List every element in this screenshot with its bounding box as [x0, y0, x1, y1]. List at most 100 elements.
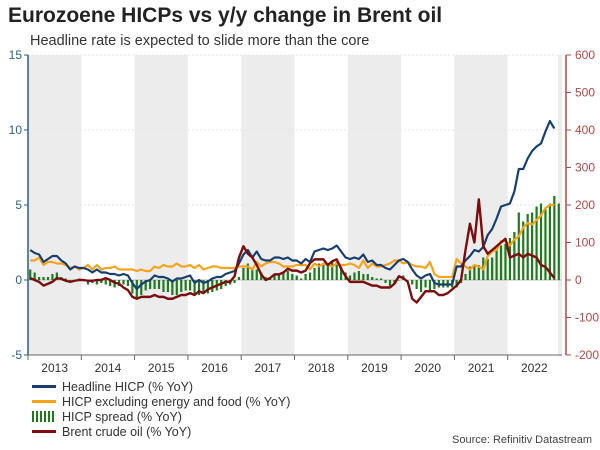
spread-bar	[486, 259, 489, 280]
legend-item-brent: Brent crude oil (% YoY)	[32, 424, 290, 439]
spread-bar	[149, 280, 152, 289]
spread-bar	[353, 272, 356, 280]
legend: Headline HICP (% YoY) HICP excluding ene…	[32, 379, 290, 439]
spread-bar	[273, 275, 276, 280]
spread-bar	[531, 212, 534, 280]
legend-item-spread: HICP spread (% YoY)	[32, 409, 290, 424]
spread-bar	[193, 280, 196, 295]
legend-label: HICP excluding energy and food (% YoY)	[62, 394, 291, 409]
y-right-tick-label: -100	[575, 311, 599, 325]
spread-bar	[397, 280, 400, 281]
legend-label: Brent crude oil (% YoY)	[62, 424, 192, 439]
x-tick-label: 2017	[254, 361, 281, 375]
spread-bar	[86, 280, 90, 285]
spread-bar	[362, 274, 365, 280]
spread-bar	[64, 278, 67, 280]
spread-bar	[348, 275, 352, 280]
y-right-tick-label: 500	[575, 86, 595, 100]
y-right-tick-label: 0	[575, 273, 582, 287]
spread-bar	[357, 271, 361, 280]
spread-bar	[171, 280, 174, 295]
x-tick-label: 2022	[521, 361, 548, 375]
spread-bar	[335, 262, 338, 280]
spread-bar	[286, 271, 289, 280]
spread-bar	[131, 280, 134, 294]
spread-bar	[371, 277, 374, 280]
spread-bar	[109, 280, 112, 286]
spread-bar	[424, 280, 427, 288]
x-tick-label: 2016	[201, 361, 228, 375]
legend-label: Headline HICP (% YoY)	[62, 379, 194, 394]
spread-bar	[237, 277, 241, 280]
spread-bar	[499, 245, 503, 280]
legend-swatch-spread	[32, 411, 56, 422]
spread-bar	[491, 257, 494, 280]
x-tick-label: 2019	[361, 361, 388, 375]
spread-bar	[206, 280, 209, 294]
spread-bar	[553, 196, 556, 280]
spread-bar	[304, 274, 307, 280]
spread-bar	[180, 280, 183, 292]
spread-bar	[433, 280, 436, 289]
spread-bar	[95, 280, 98, 285]
spread-bar	[411, 280, 414, 285]
spread-bar	[291, 274, 294, 280]
spread-bar	[242, 268, 245, 280]
spread-bar	[282, 272, 285, 280]
source-note: Source: Refinitiv Datastream	[452, 434, 592, 446]
spread-bar	[464, 274, 467, 280]
spread-bar	[415, 280, 418, 289]
spread-bar	[184, 280, 187, 291]
brent-oil-line	[29, 198, 556, 304]
spread-bar	[197, 280, 201, 295]
legend-swatch-brent	[32, 430, 56, 433]
spread-bar	[144, 280, 147, 291]
y-left-tick-label: 0	[15, 273, 22, 287]
spread-bar	[557, 203, 560, 280]
x-tick-label: 2013	[41, 361, 68, 375]
spread-bar	[104, 280, 107, 285]
spread-bar	[366, 274, 369, 280]
spread-bar	[122, 280, 125, 285]
y-right-tick-label: 400	[575, 123, 595, 137]
spread-bar	[42, 277, 45, 280]
spread-bar	[157, 280, 161, 289]
legend-swatch-core	[32, 400, 56, 403]
x-tick-label: 2021	[468, 361, 495, 375]
spread-bar	[517, 212, 520, 280]
spread-bar	[308, 272, 312, 280]
y-left-tick-label: 10	[9, 123, 23, 137]
spread-bar	[33, 272, 36, 280]
spread-bar	[277, 274, 281, 280]
spread-bar	[233, 280, 236, 283]
spread-bar	[126, 280, 130, 286]
spread-bar	[100, 280, 103, 283]
y-left-tick-label: -5	[11, 348, 22, 362]
spread-bar	[508, 238, 512, 280]
spread-bar	[317, 263, 321, 280]
spread-bar	[473, 265, 476, 280]
legend-label: HICP spread (% YoY)	[62, 409, 182, 424]
y-left-tick-label: 15	[9, 48, 23, 62]
legend-item-core: HICP excluding energy and food (% YoY)	[32, 394, 290, 409]
x-tick-label: 2015	[148, 361, 175, 375]
spread-bar	[140, 280, 143, 295]
spread-bar	[246, 263, 249, 280]
spread-bar	[300, 278, 303, 280]
spread-bar	[468, 266, 472, 280]
y-right-tick-label: 300	[575, 161, 595, 175]
headline-hicp-line	[29, 119, 556, 291]
spread-bar	[51, 274, 54, 280]
x-tick-label: 2014	[95, 361, 122, 375]
spread-bar	[419, 280, 423, 292]
spread-bar	[162, 280, 165, 292]
spread-bar	[46, 277, 50, 280]
spread-bar	[295, 275, 298, 280]
spread-bar	[55, 272, 58, 280]
chart-title: Eurozoene HICPs vs y/y change in Brent o…	[8, 4, 443, 27]
spread-bar	[251, 268, 254, 280]
spread-bar	[38, 277, 41, 280]
y-right-tick-label: -200	[575, 348, 599, 362]
spread-bar	[504, 244, 507, 280]
